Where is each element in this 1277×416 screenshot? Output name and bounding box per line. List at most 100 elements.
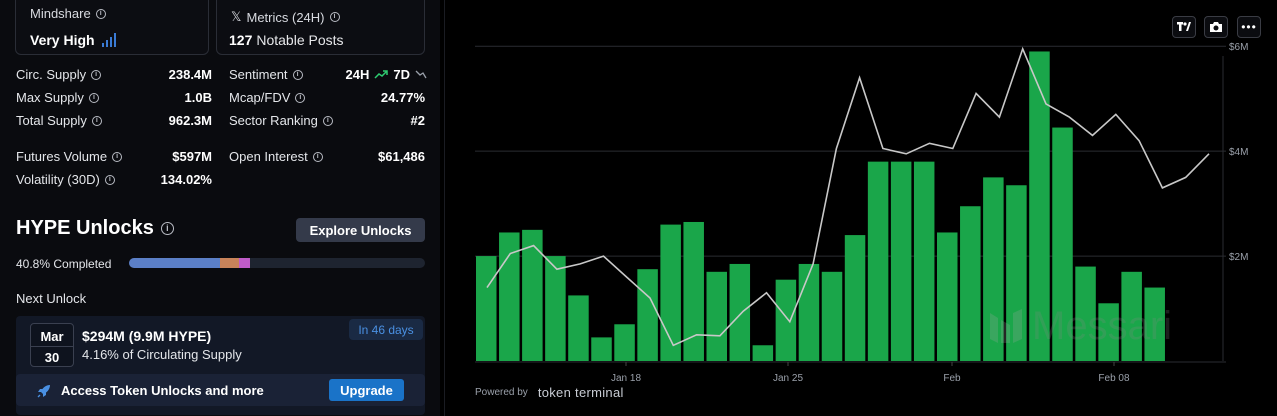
bar: [867, 161, 889, 361]
powered-by: Powered by token terminal: [475, 385, 624, 400]
info-icon[interactable]: i: [292, 69, 303, 80]
watermark-text: Messari: [1032, 304, 1173, 348]
unlock-progress-label: 40.8% Completed: [16, 257, 112, 271]
x-metrics-title: Metrics (24H): [246, 9, 325, 25]
info-icon[interactable]: i: [91, 69, 102, 80]
bar: [637, 269, 658, 361]
bar: [683, 221, 704, 361]
bar: [499, 232, 520, 361]
bar: [960, 206, 981, 361]
tradingview-button[interactable]: [1172, 16, 1196, 38]
sentiment-value: 24H 7D: [328, 67, 427, 82]
camera-icon: [1210, 22, 1222, 32]
circ-supply-value: 238.4M: [168, 67, 212, 82]
bar: [890, 161, 912, 361]
bar: [1144, 287, 1165, 361]
bar: [706, 271, 727, 361]
messari-watermark: Messari: [988, 304, 1172, 349]
rocket-icon: [37, 385, 50, 398]
sector-ranking-value: #2: [410, 113, 425, 128]
chart-axis-labels: $2M $4M $6M Jan 18 Jan 25 Feb Feb 08: [611, 42, 1248, 384]
open-interest-value: $61,486: [378, 149, 425, 164]
unlock-circulating-pct: 4.16% of Circulating Supply: [82, 347, 242, 362]
circ-supply-label: Circ. Supply i: [16, 67, 102, 82]
open-interest-label: Open Interest i: [229, 149, 323, 164]
info-icon[interactable]: i: [322, 115, 333, 126]
unlock-day: 30: [44, 350, 60, 365]
mcap-fdv-label: Mcap/FDV i: [229, 90, 306, 105]
y-tick-label: $2M: [1229, 252, 1248, 263]
progress-segment-next: [239, 258, 250, 268]
more-options-button[interactable]: •••: [1237, 16, 1261, 38]
unlocks-title: HYPE Unlocks i: [16, 217, 174, 240]
bar: [1098, 303, 1119, 361]
y-tick-label: $4M: [1229, 147, 1248, 158]
tradingview-icon: [1177, 22, 1191, 31]
signal-bars-icon: [101, 33, 116, 47]
info-icon[interactable]: i: [91, 115, 102, 126]
bar: [1029, 51, 1050, 361]
mindshare-value: Very High: [30, 32, 95, 48]
progress-segment-recent: [220, 258, 240, 268]
bar: [1075, 266, 1096, 361]
info-icon[interactable]: i: [329, 12, 340, 22]
notable-posts-count: 127: [229, 32, 253, 48]
info-icon[interactable]: i: [95, 8, 106, 19]
info-icon[interactable]: i: [295, 92, 306, 103]
mindshare-title: Mindshare: [30, 6, 91, 21]
access-text: Access Token Unlocks and more: [61, 383, 264, 398]
chart-line: [486, 46, 1210, 347]
x-logo-icon: 𝕏: [231, 9, 242, 24]
bar: [545, 256, 566, 361]
bar: [614, 324, 635, 361]
info-icon[interactable]: i: [88, 92, 99, 103]
bar: [1006, 185, 1027, 361]
y-tick-label: $6M: [1229, 42, 1248, 53]
unlock-month: Mar: [40, 329, 64, 344]
bar: [775, 279, 797, 361]
info-icon[interactable]: i: [312, 151, 323, 162]
volume-chart: $2M $4M $6M Jan 18 Jan 25 Feb Feb 08: [475, 42, 1248, 384]
unlock-amount: $294M (9.9M HYPE): [82, 328, 212, 344]
max-supply-label: Max Supply i: [16, 90, 99, 105]
sentiment-7d[interactable]: 7D: [393, 67, 410, 82]
x-tick-label: Feb 08: [1098, 373, 1130, 384]
x-tick-label: Jan 18: [611, 373, 641, 384]
info-icon[interactable]: i: [112, 151, 123, 162]
mcap-fdv-value: 24.77%: [380, 90, 425, 105]
bar: [844, 235, 866, 361]
info-icon[interactable]: i: [104, 174, 115, 185]
access-upsell-bar: Access Token Unlocks and more Upgrade: [16, 374, 425, 406]
panel-divider: [444, 0, 445, 416]
token-terminal-logo[interactable]: token terminal: [537, 385, 624, 400]
bar: [729, 263, 751, 361]
bar: [913, 161, 935, 361]
bar: [752, 345, 774, 361]
next-unlock-label: Next Unlock: [16, 291, 87, 306]
bar: [660, 224, 681, 361]
more-icon: •••: [1241, 20, 1257, 34]
futures-volume-value: $597M: [172, 149, 212, 164]
unlock-date: Mar 30: [30, 323, 74, 367]
sentiment-24h[interactable]: 24H: [345, 67, 370, 82]
sentiment-label: Sentiment i: [229, 67, 303, 82]
powered-by-label: Powered by: [475, 387, 528, 398]
screenshot-button[interactable]: [1204, 16, 1228, 38]
mindshare-card[interactable]: Mindshare i Very High: [15, 0, 209, 55]
messari-logo-icon: [990, 308, 1022, 343]
days-until-badge: In 46 days: [349, 319, 423, 340]
x-tick-label: Jan 25: [773, 373, 803, 384]
notable-posts-label: Notable Posts: [256, 32, 344, 48]
trend-up-icon: [374, 70, 389, 79]
upgrade-button[interactable]: Upgrade: [329, 379, 404, 401]
x-metrics-card[interactable]: 𝕏 Metrics (24H) i 127 Notable Posts: [216, 0, 425, 55]
total-supply-label: Total Supply i: [16, 113, 102, 128]
info-icon[interactable]: i: [160, 222, 174, 235]
bar: [568, 295, 589, 361]
next-unlock-card: Mar 30 $294M (9.9M HYPE) 4.16% of Circul…: [16, 316, 425, 415]
total-supply-value: 962.3M: [168, 113, 212, 128]
explore-unlocks-button[interactable]: Explore Unlocks: [296, 218, 425, 242]
bar: [983, 177, 1004, 361]
token-sidebar: Mindshare i Very High 𝕏 Metrics (24H) i …: [0, 0, 440, 416]
sector-ranking-label: Sector Ranking i: [229, 113, 333, 128]
